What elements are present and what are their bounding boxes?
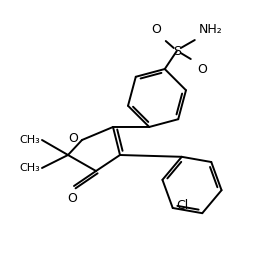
Text: O: O xyxy=(68,132,78,146)
Text: Cl: Cl xyxy=(177,199,189,213)
Text: CH₃: CH₃ xyxy=(19,135,40,145)
Text: CH₃: CH₃ xyxy=(19,163,40,173)
Text: O: O xyxy=(197,63,207,76)
Text: NH₂: NH₂ xyxy=(199,23,222,36)
Text: O: O xyxy=(151,23,161,36)
Text: O: O xyxy=(67,192,77,205)
Text: S: S xyxy=(173,44,181,58)
